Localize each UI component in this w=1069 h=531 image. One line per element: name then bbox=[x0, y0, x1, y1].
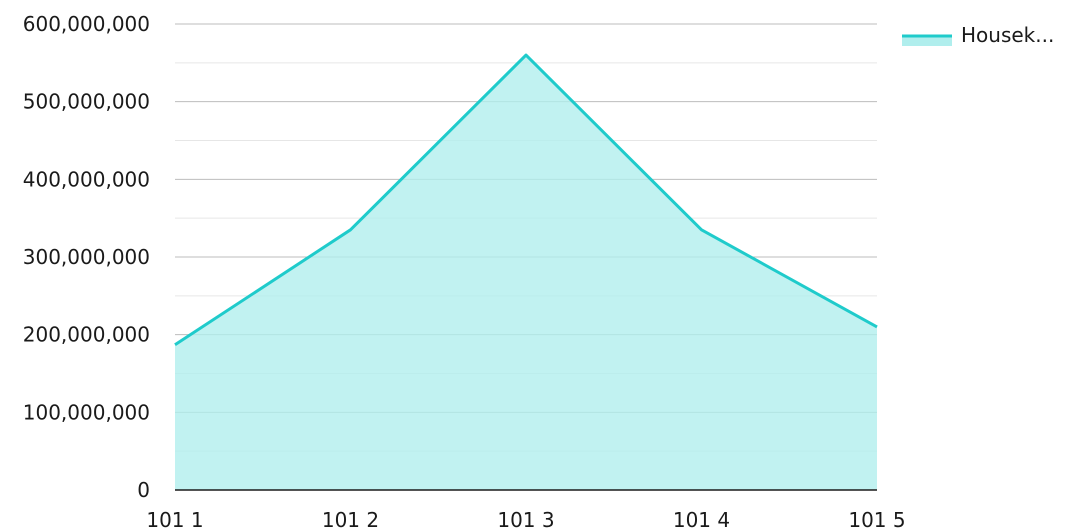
x-tick-label: 101 2 bbox=[322, 508, 379, 531]
legend-label: Housek... bbox=[961, 23, 1054, 47]
legend-swatch-fill bbox=[902, 36, 952, 46]
series-area-layer bbox=[174, 53, 878, 491]
y-tick-label: 300,000,000 bbox=[23, 245, 150, 269]
y-tick-label: 100,000,000 bbox=[23, 400, 150, 424]
y-tick-label: 400,000,000 bbox=[23, 167, 150, 191]
x-tick-label: 101 1 bbox=[146, 508, 203, 531]
y-axis-tick-labels: 0 100,000,000 200,000,000 300,000,000 400,00… bbox=[23, 12, 150, 502]
series-line bbox=[174, 53, 878, 347]
x-tick-label: 101 3 bbox=[497, 508, 554, 531]
y-tick-label: 500,000,000 bbox=[23, 90, 150, 114]
y-tick-label: 200,000,000 bbox=[23, 323, 150, 347]
series-area-fill bbox=[175, 55, 877, 491]
legend[interactable]: Housek... bbox=[902, 23, 1054, 47]
y-tick-label: 600,000,000 bbox=[23, 12, 150, 36]
x-tick-label: 101 5 bbox=[848, 508, 905, 531]
x-tick-label: 101 4 bbox=[673, 508, 730, 531]
y-tick-label: 0 bbox=[137, 478, 150, 502]
x-axis-tick-labels: 101 1 101 2 101 3 101 4 101 5 bbox=[146, 508, 905, 531]
